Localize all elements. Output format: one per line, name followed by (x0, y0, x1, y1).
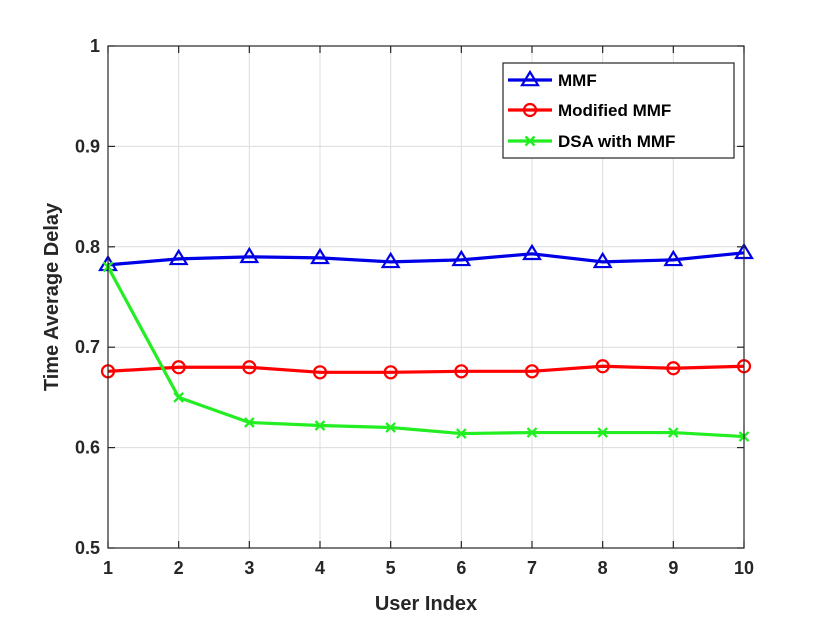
legend-swatch-marker (520, 69, 540, 87)
data-point-marker (667, 427, 679, 438)
legend-label-mmf: MMF (558, 71, 597, 90)
data-point-marker (455, 428, 467, 439)
plot-frame (107, 45, 745, 549)
data-point-marker (310, 247, 330, 265)
y-tick-label: 0.9 (75, 136, 100, 156)
legend: MMF Modified MMF DSA with MMF (502, 62, 735, 159)
legend-swatch-marker (524, 135, 536, 147)
legend-label-modified-mmf: Modified MMF (558, 101, 671, 120)
y-tick-label: 1 (90, 36, 100, 56)
data-point-marker (171, 360, 186, 375)
series-line (107, 364, 745, 374)
data-point-marker (666, 361, 681, 376)
axis-ticks (107, 45, 745, 549)
data-point-marker (663, 249, 684, 267)
data-point-marker (522, 243, 542, 261)
data-point-marker (526, 427, 538, 438)
data-point-marker (312, 365, 328, 380)
data-point-marker (595, 359, 610, 374)
data-point-marker (451, 249, 472, 267)
x-tick-label: 3 (244, 558, 254, 578)
series-line (107, 251, 745, 267)
data-point-marker (385, 422, 397, 433)
y-tick-label: 0.8 (75, 237, 100, 257)
x-tick-label: 9 (668, 558, 678, 578)
data-point-marker (168, 248, 189, 266)
data-point-marker (173, 392, 185, 403)
x-tick-labels: 1 2 3 4 5 6 7 8 9 10 (103, 558, 754, 578)
data-point-marker (242, 360, 257, 375)
data-point-marker (454, 364, 469, 379)
series-layer (98, 242, 754, 442)
data-point-marker (592, 251, 613, 269)
x-axis-title: User Index (375, 593, 477, 615)
series-1 (100, 359, 752, 380)
data-point-marker (380, 251, 401, 269)
y-tick-label: 0.6 (75, 438, 100, 458)
x-tick-label: 4 (315, 558, 325, 578)
legend-swatch-marker (522, 102, 538, 118)
data-point-marker (383, 365, 398, 380)
y-tick-label: 0.7 (75, 337, 100, 357)
x-tick-label: 10 (734, 558, 754, 578)
y-axis-title: Time Average Delay (41, 202, 63, 391)
y-tick-labels: 0.5 0.6 0.7 0.8 0.9 1 (75, 36, 100, 558)
x-tick-label: 2 (174, 558, 184, 578)
data-point-marker (243, 417, 255, 428)
data-point-marker (239, 246, 260, 264)
legend-label-dsa-with-mmf: DSA with MMF (558, 132, 675, 151)
x-tick-label: 5 (386, 558, 396, 578)
legend-items (508, 69, 552, 147)
x-tick-label: 8 (598, 558, 608, 578)
x-tick-label: 7 (527, 558, 537, 578)
data-point-marker (524, 364, 540, 379)
series-line (106, 266, 745, 439)
data-point-marker (314, 420, 326, 431)
x-tick-label: 6 (456, 558, 466, 578)
data-point-marker (597, 427, 609, 438)
x-tick-label: 1 (103, 558, 113, 578)
y-tick-label: 0.5 (75, 538, 100, 558)
